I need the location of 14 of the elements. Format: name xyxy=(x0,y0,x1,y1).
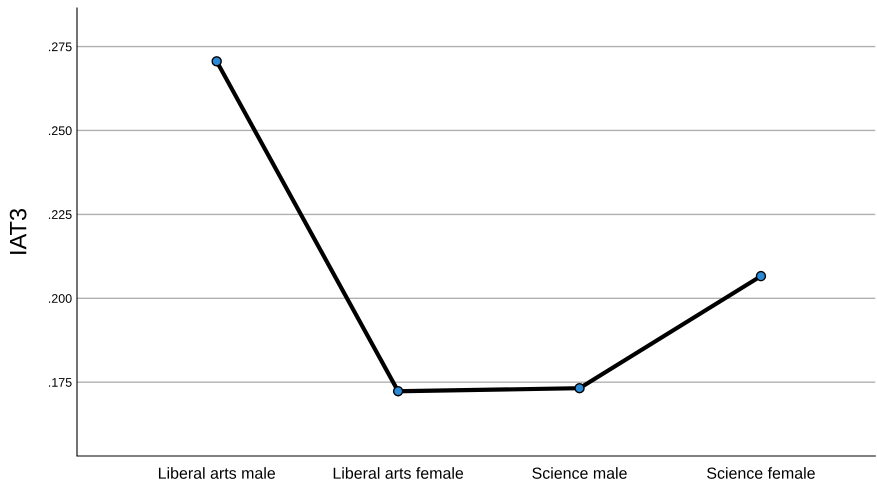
point xyxy=(392,386,404,396)
x-tick-label: Science male xyxy=(532,467,627,479)
y-tick-label: .225 xyxy=(48,210,72,220)
point xyxy=(756,270,766,282)
y-tick-label: .250 xyxy=(48,126,72,136)
y-tick-label: .200 xyxy=(48,294,72,303)
point xyxy=(574,383,585,394)
y-tick-label: .275 xyxy=(48,42,72,52)
point xyxy=(211,56,222,67)
x-tick-label: Liberal arts male xyxy=(158,467,276,479)
x-tick-label: Liberal arts female xyxy=(334,467,464,479)
y-axis-title: IAT3 xyxy=(10,208,26,254)
y-tick-label: .175 xyxy=(48,378,72,387)
x-tick-label: Science female xyxy=(707,467,815,479)
